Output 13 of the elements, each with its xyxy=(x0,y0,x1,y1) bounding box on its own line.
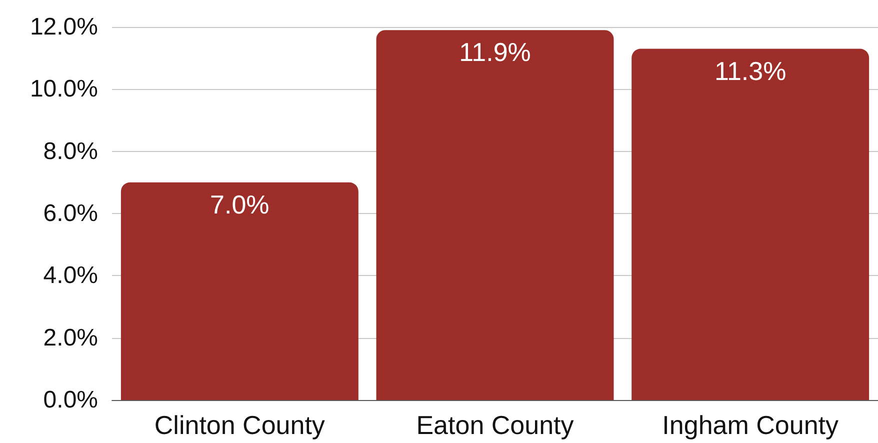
y-tick-label: 6.0% xyxy=(43,200,98,227)
y-tick-label: 8.0% xyxy=(43,138,98,165)
y-tick-label: 4.0% xyxy=(43,262,98,290)
y-tick-label: 2.0% xyxy=(43,324,98,352)
y-tick-label: 12.0% xyxy=(30,14,98,40)
x-tick-label: Clinton County xyxy=(154,410,325,440)
x-tick-label: Eaton County xyxy=(416,410,574,440)
data-label: 11.9% xyxy=(459,37,531,68)
x-tick-label: Ingham County xyxy=(662,410,838,440)
y-tick-label: 10.0% xyxy=(30,76,98,103)
data-label: 7.0% xyxy=(210,189,270,220)
y-tick-label: 0.0% xyxy=(43,386,98,414)
data-label: 11.3% xyxy=(714,56,786,86)
